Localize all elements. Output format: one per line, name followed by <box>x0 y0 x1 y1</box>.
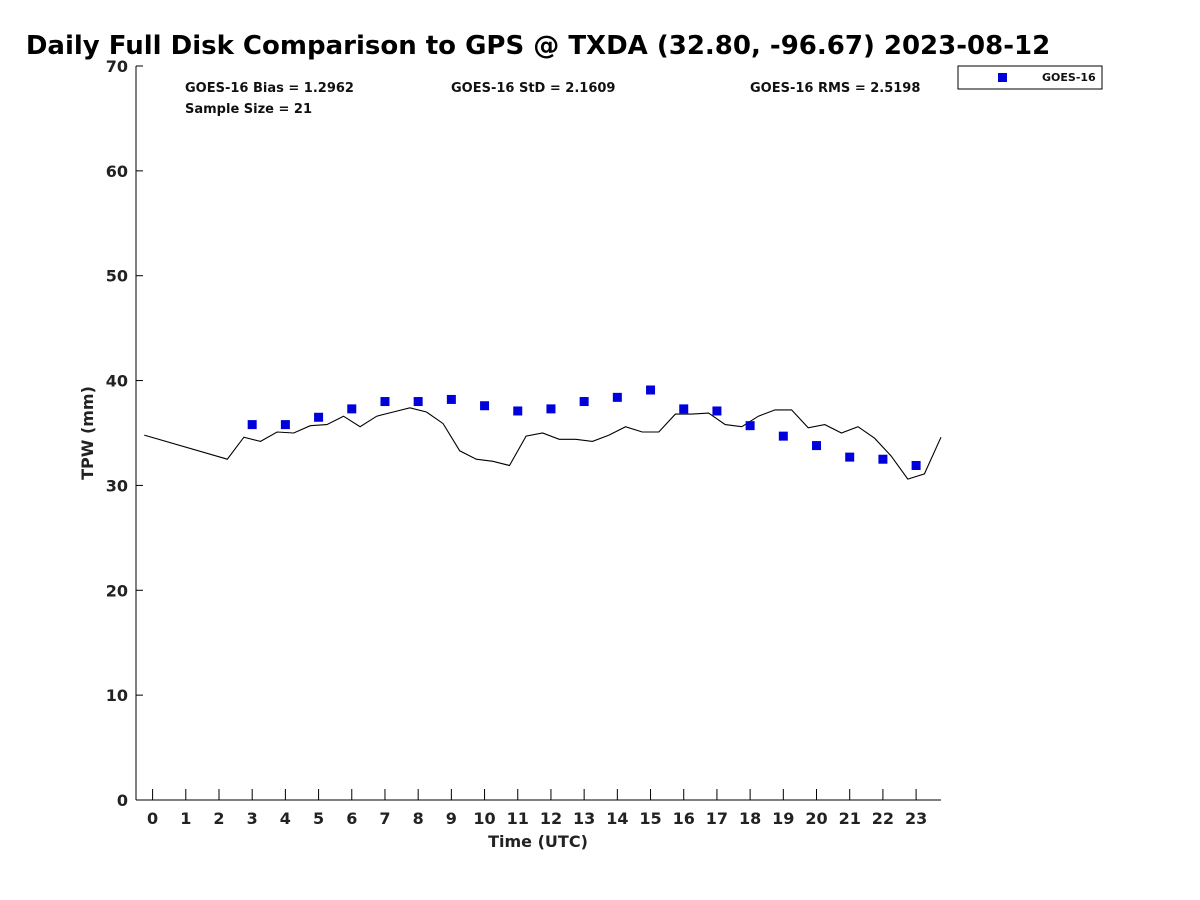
x-tick-label: 1 <box>180 809 191 828</box>
goes16-data-point <box>612 392 622 402</box>
x-tick-label: 20 <box>805 809 827 828</box>
goes16-scatter-series <box>247 385 921 471</box>
goes16-data-point <box>911 461 921 471</box>
x-tick-label: 12 <box>540 809 562 828</box>
x-tick-label: 4 <box>280 809 291 828</box>
y-axis-ticks: 0 10 20 30 40 50 60 70 <box>106 57 143 810</box>
goes16-data-point <box>646 385 656 395</box>
x-tick-label: 8 <box>413 809 424 828</box>
x-tick-label: 21 <box>839 809 861 828</box>
goes16-data-point <box>679 404 689 414</box>
x-tick-label: 15 <box>639 809 661 828</box>
rms-annotation: GOES-16 RMS = 2.5198 <box>750 81 920 96</box>
y-tick-label: 70 <box>106 57 128 76</box>
x-tick-label: 9 <box>446 809 457 828</box>
x-axis-ticks: 0 1 2 3 4 5 6 7 8 9 10 11 12 13 14 15 16 17 18 19 20 21 22 23 <box>147 789 927 828</box>
goes16-data-point <box>745 421 755 431</box>
goes16-data-point <box>878 454 888 464</box>
legend-box <box>957 65 1103 90</box>
y-tick-label: 40 <box>106 372 128 391</box>
y-axis-label: TPW (mm) <box>78 386 97 480</box>
goes16-data-point <box>480 401 490 411</box>
goes16-data-point <box>280 420 290 430</box>
gps-line-series <box>144 407 942 480</box>
y-tick-label: 50 <box>106 267 128 286</box>
x-tick-label: 10 <box>473 809 495 828</box>
goes16-data-point <box>413 397 423 407</box>
x-tick-label: 7 <box>379 809 390 828</box>
goes16-data-point <box>579 397 589 407</box>
goes16-data-point <box>812 441 822 451</box>
x-tick-label: 23 <box>905 809 927 828</box>
x-tick-label: 18 <box>739 809 761 828</box>
goes16-data-point <box>380 397 390 407</box>
goes16-data-point <box>712 406 722 416</box>
stats-annotations: GOES-16 Bias = 1.2962 GOES-16 StD = 2.16… <box>185 81 920 117</box>
goes16-data-point <box>513 406 523 416</box>
goes16-data-point <box>314 412 324 422</box>
x-tick-label: 0 <box>147 809 158 828</box>
y-tick-label: 60 <box>106 162 128 181</box>
sample-size-annotation: Sample Size = 21 <box>185 102 312 117</box>
x-tick-label: 17 <box>706 809 728 828</box>
x-tick-label: 22 <box>872 809 894 828</box>
bias-annotation: GOES-16 Bias = 1.2962 <box>185 81 354 96</box>
goes16-data-point <box>546 404 556 414</box>
legend-marker-square-icon <box>998 73 1007 82</box>
x-axis-label: Time (UTC) <box>488 832 588 851</box>
goes16-data-point <box>778 431 788 441</box>
x-tick-label: 16 <box>673 809 695 828</box>
x-tick-label: 5 <box>313 809 324 828</box>
x-tick-label: 19 <box>772 809 794 828</box>
plot-area <box>135 66 941 801</box>
y-tick-label: 20 <box>106 581 128 600</box>
x-tick-label: 14 <box>606 809 628 828</box>
goes16-data-point <box>347 404 357 414</box>
x-tick-label: 11 <box>507 809 529 828</box>
goes16-data-point <box>446 394 456 404</box>
x-tick-label: 2 <box>213 809 224 828</box>
y-tick-label: 0 <box>117 791 128 810</box>
x-tick-label: 13 <box>573 809 595 828</box>
legend: GOES-16 <box>957 65 1103 90</box>
x-tick-label: 3 <box>247 809 258 828</box>
y-tick-label: 10 <box>106 686 128 705</box>
std-annotation: GOES-16 StD = 2.1609 <box>451 81 615 96</box>
goes16-data-point <box>247 420 257 430</box>
y-tick-label: 30 <box>106 476 128 495</box>
gps-tpw-line <box>144 407 942 480</box>
x-tick-label: 6 <box>346 809 357 828</box>
goes16-data-point <box>845 452 855 462</box>
legend-label: GOES-16 <box>1042 71 1096 84</box>
chart-title: Daily Full Disk Comparison to GPS @ TXDA… <box>26 31 1050 61</box>
